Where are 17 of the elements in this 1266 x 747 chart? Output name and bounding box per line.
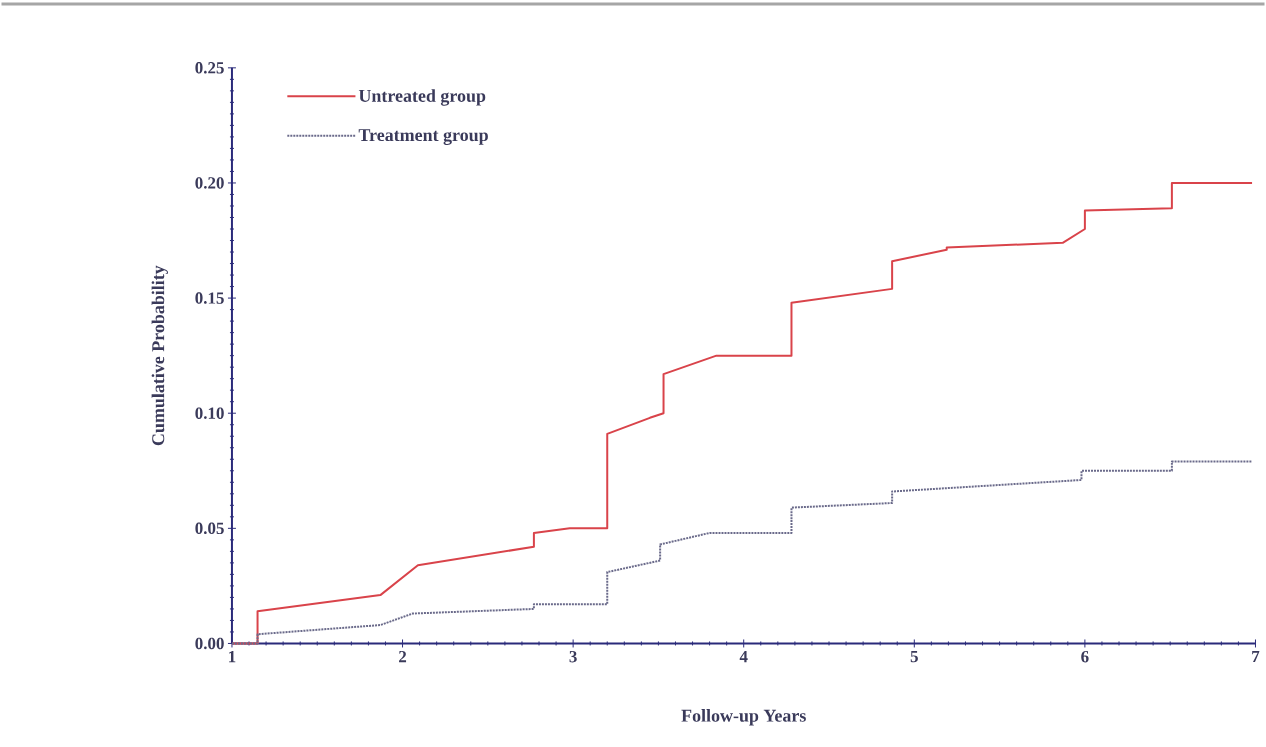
- legend-label: Treatment group: [358, 129, 488, 145]
- y-tick-label: 0.10: [195, 407, 224, 419]
- x-tick-label: 1: [229, 650, 236, 663]
- x-axis-title: Follow-up Years: [681, 709, 806, 726]
- y-tick-label: 0.20: [195, 177, 224, 189]
- x-tick-label: 6: [1081, 650, 1089, 663]
- y-tick-label: 0.00: [195, 637, 224, 650]
- legend-label: Untreated group: [358, 89, 486, 106]
- y-tick-label: 0.15: [195, 292, 224, 304]
- x-tick-label: 3: [569, 650, 577, 663]
- x-tick-label: 7: [1252, 650, 1260, 662]
- x-tick-label: 4: [739, 650, 748, 663]
- y-tick-label: 0.05: [195, 522, 224, 534]
- y-tick-label: 0.25: [195, 61, 224, 74]
- y-axis-title: Cumulative Probability: [151, 265, 168, 446]
- x-tick-label: 2: [399, 650, 407, 663]
- x-tick-label: 5: [910, 650, 918, 663]
